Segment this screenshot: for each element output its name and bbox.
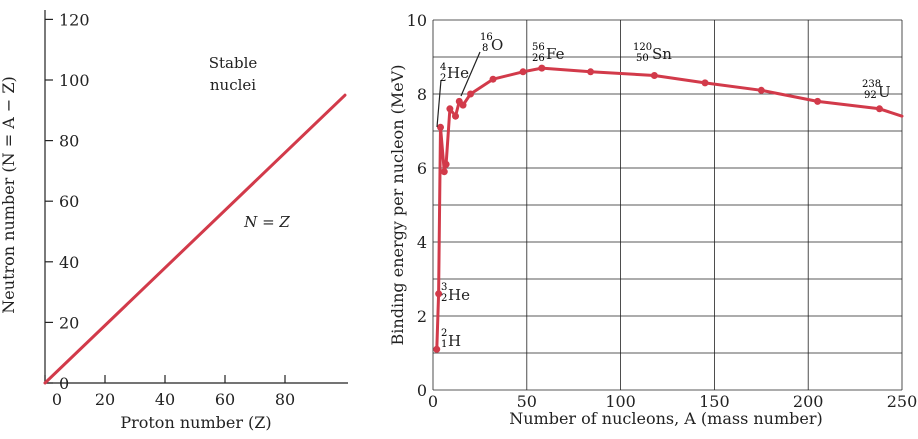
data-point — [538, 64, 546, 72]
he4-mass: 4 — [440, 62, 446, 73]
left-y-tick-label: 100 — [59, 71, 90, 90]
data-point — [467, 90, 475, 98]
sn120-symbol: Sn — [652, 45, 672, 63]
h2-charge: 1 — [441, 339, 447, 350]
left-y-tick-label: 0 — [59, 374, 69, 393]
u238-symbol: U — [878, 83, 891, 101]
data-point — [875, 105, 883, 113]
data-point — [587, 68, 595, 76]
he3-annotation: 3 2 He — [441, 282, 470, 304]
fe56-annotation: 56 26 Fe — [532, 42, 565, 64]
fe56-symbol: Fe — [546, 45, 565, 63]
data-point — [442, 160, 450, 168]
left-x-tick-label: 40 — [155, 390, 175, 409]
data-point — [650, 72, 658, 79]
right-y-tick-label: 6 — [417, 159, 427, 178]
he4-annotation: 4 2 He — [436, 62, 469, 128]
fe56-charge: 26 — [532, 53, 545, 64]
right-x-tick-label: 250 — [887, 392, 918, 411]
data-point — [440, 168, 448, 176]
data-point — [435, 290, 443, 298]
right-x-tick-label: 50 — [517, 392, 537, 411]
data-point — [701, 79, 709, 87]
he3-mass: 3 — [441, 282, 447, 293]
o16-mass: 16 — [480, 32, 493, 43]
stable-label-line1: Stable — [209, 54, 258, 72]
right-y-tick-label: 2 — [417, 307, 427, 326]
right-x-tick-label: 200 — [793, 392, 824, 411]
right-y-tick-label: 8 — [417, 85, 427, 104]
data-point — [452, 112, 460, 120]
h2-annotation: 2 1 H — [441, 328, 461, 350]
he4-symbol: He — [447, 64, 469, 82]
u238-mass: 238 — [862, 79, 881, 90]
data-point — [433, 345, 441, 353]
right-y-tick-label: 4 — [417, 233, 427, 252]
data-point — [814, 97, 822, 105]
left-y-tick-label: 40 — [59, 253, 79, 272]
right-x-tick-label: 100 — [605, 392, 636, 411]
sn120-mass: 120 — [633, 42, 652, 53]
sn120-charge: 50 — [636, 53, 649, 64]
right-y-axis-label: Binding energy per nucleon (MeV) — [388, 65, 407, 346]
data-point — [437, 123, 445, 131]
o16-charge: 8 — [482, 43, 488, 54]
right-x-axis-label: Number of nucleons, A (mass number) — [509, 409, 823, 428]
data-point — [757, 86, 765, 94]
right-y-tick-label: 0 — [417, 381, 427, 400]
he4-charge: 2 — [440, 73, 446, 84]
h2-mass: 2 — [441, 328, 447, 339]
stable-label-line2: nuclei — [210, 76, 256, 94]
binding-energy-curve — [435, 66, 904, 351]
sn120-annotation: 120 50 Sn — [633, 42, 672, 64]
n-equals-z-line — [43, 93, 347, 385]
he4-leader-line — [436, 79, 442, 128]
left-y-tick-label: 20 — [59, 313, 79, 332]
data-point — [489, 75, 497, 83]
right-x-tick-label: 150 — [699, 392, 730, 411]
n-equals-z-label: N = Z — [243, 213, 290, 231]
left-chart: 0 20 40 60 80 100 120 0 20 40 60 80 Stable nuclei N… — [0, 10, 348, 432]
left-y-tick-label: 80 — [59, 132, 79, 151]
o16-annotation: 16 8 O — [460, 32, 503, 97]
u238-annotation: 238 92 U — [862, 79, 891, 101]
left-x-tick-label: 0 — [52, 390, 62, 409]
fe56-mass: 56 — [532, 42, 545, 53]
he3-charge: 2 — [441, 293, 447, 304]
left-x-tick-label: 60 — [215, 390, 235, 409]
data-point — [519, 68, 527, 76]
u238-charge: 92 — [864, 90, 877, 101]
left-y-tick-label: 60 — [59, 192, 79, 211]
right-x-tick-label: 0 — [428, 392, 438, 411]
o16-leader-line — [460, 51, 481, 97]
left-y-tick-label: 120 — [59, 10, 90, 29]
left-y-axis-label: Neutron number (N = A − Z) — [0, 76, 18, 313]
h2-symbol: H — [448, 332, 461, 350]
he3-symbol: He — [448, 286, 470, 304]
data-point — [446, 105, 454, 113]
left-x-axis-label: Proton number (Z) — [120, 413, 271, 432]
data-point — [459, 101, 467, 109]
left-x-tick-label: 80 — [275, 390, 295, 409]
right-y-tick-label: 10 — [407, 11, 427, 30]
left-x-tick-label: 20 — [95, 390, 115, 409]
o16-symbol: O — [491, 36, 503, 54]
